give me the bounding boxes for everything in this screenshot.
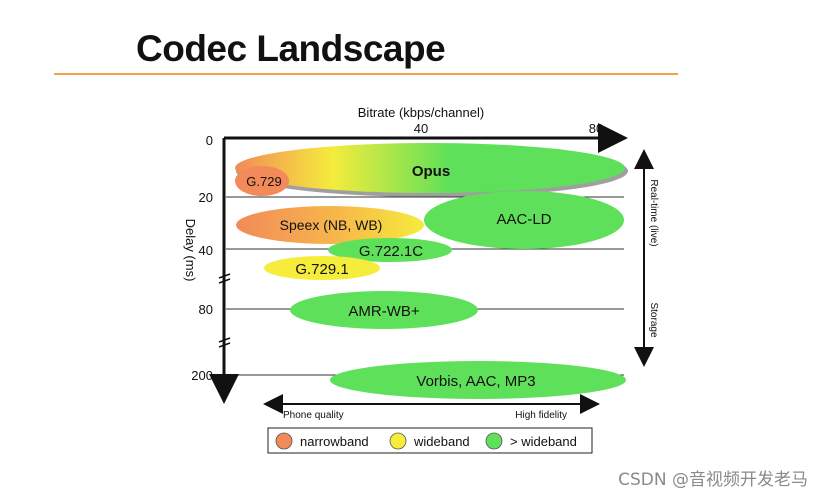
legend-swatch-wideband	[389, 432, 407, 450]
codec-bubble-vorbis	[330, 361, 626, 399]
x-tick-label: 40	[414, 121, 428, 136]
x-axis-label: Bitrate (kbps/channel)	[358, 105, 484, 120]
codec-label-g7291: G.729.1	[295, 261, 348, 278]
codec-bubble-amr-wb-plus	[290, 291, 478, 329]
right-label-storage: Storage	[648, 302, 659, 337]
x-tick-label: 80	[589, 121, 603, 136]
codec-label-opus: Opus	[412, 163, 450, 180]
y-tick-label: 20	[199, 190, 213, 205]
quality-label-phone: Phone quality	[283, 410, 344, 421]
codec-bubble-speex	[236, 206, 424, 244]
quality-label-hifi: High fidelity	[515, 410, 567, 421]
legend-label-wideband: wideband	[413, 434, 470, 449]
codec-bubble-g7291	[264, 256, 380, 280]
codec-label-vorbis: Vorbis, AAC, MP3	[416, 373, 535, 390]
legend-box	[267, 427, 593, 454]
codec-label-aac-ld: AAC-LD	[496, 211, 551, 228]
y-axis-break-2	[218, 337, 231, 348]
codec-bubble-g7221c	[328, 238, 452, 262]
y-tick-label: 40	[199, 243, 213, 258]
watermark: CSDN @音视频开发老马	[618, 470, 808, 490]
legend-swatch-narrowband	[275, 432, 293, 450]
right-label-realtime: Real-time (live)	[648, 179, 659, 246]
codec-label-amr-wb-plus: AMR-WB+	[348, 303, 419, 320]
slide-title: Codec Landscape	[136, 28, 446, 69]
legend-label-gt-wideband: > wideband	[510, 434, 577, 449]
y-axis-break-1	[218, 273, 231, 284]
title-divider	[54, 73, 678, 75]
codec-label-speex: Speex (NB, WB)	[280, 217, 383, 233]
codec-bubble-g729	[235, 166, 289, 196]
codec-bubble-aac-ld	[424, 191, 624, 249]
legend-label-narrowband: narrowband	[300, 434, 369, 449]
codec-bubble-opus	[235, 143, 625, 193]
y-axis-label: Delay (ms)	[183, 219, 198, 282]
codec-label-g729: G.729	[246, 174, 281, 189]
y-tick-label: 80	[199, 302, 213, 317]
legend-swatch-gt-wideband	[485, 432, 503, 450]
y-tick-label: 200	[191, 368, 213, 383]
codec-label-g7221c: G.722.1C	[359, 243, 423, 260]
y-tick-label: 0	[206, 133, 213, 148]
